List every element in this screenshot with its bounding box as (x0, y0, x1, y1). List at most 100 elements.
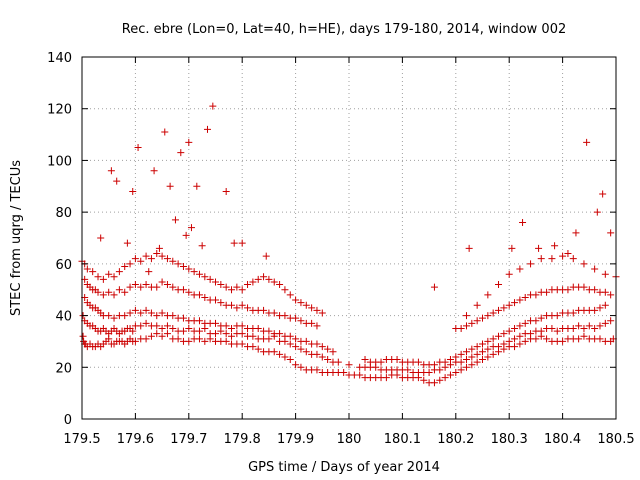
data-point (596, 335, 604, 343)
data-point (195, 327, 203, 335)
data-point (382, 374, 390, 382)
data-point (462, 312, 470, 320)
data-point (113, 177, 121, 185)
data-point (281, 353, 289, 361)
data-point (99, 291, 107, 299)
data-point (110, 291, 118, 299)
data-point (179, 262, 187, 270)
data-point (297, 363, 305, 371)
data-point (521, 319, 529, 327)
data-point (479, 314, 486, 322)
data-point (212, 330, 219, 338)
data-point (500, 304, 508, 312)
data-point (441, 374, 449, 382)
data-point (575, 335, 583, 343)
data-point (583, 138, 591, 146)
data-point (121, 312, 129, 320)
x-tick-label: 180.1 (384, 432, 421, 447)
data-point (187, 224, 195, 232)
data-point (158, 309, 166, 317)
data-point (564, 286, 572, 294)
data-point (169, 257, 177, 265)
data-point (569, 309, 577, 317)
data-point (94, 288, 102, 296)
data-point (286, 332, 294, 340)
data-point (334, 358, 342, 366)
data-point (222, 330, 230, 338)
data-point (436, 366, 444, 374)
data-point (265, 335, 273, 343)
data-point (580, 283, 588, 291)
data-point (265, 327, 273, 335)
data-point (169, 283, 177, 291)
data-point (601, 270, 609, 278)
data-point (107, 167, 115, 175)
data-point (276, 330, 284, 338)
y-tick-label: 140 (47, 51, 72, 66)
data-point (262, 252, 270, 260)
data-point (425, 368, 433, 376)
data-point (126, 283, 134, 291)
data-point (585, 322, 593, 330)
data-point (532, 291, 540, 299)
data-point (292, 296, 300, 304)
data-point (457, 366, 465, 374)
data-point (142, 335, 150, 343)
data-point (115, 286, 123, 294)
data-point (473, 350, 481, 358)
data-point (153, 322, 161, 330)
data-point (137, 283, 145, 291)
data-point (126, 309, 134, 317)
y-tick-labels: 0 20 40 60 80 100 120 140 (47, 51, 72, 428)
data-point (548, 325, 556, 332)
data-point (105, 312, 113, 320)
data-point (345, 361, 353, 369)
data-point (169, 325, 177, 332)
data-point (414, 358, 422, 366)
data-point (179, 327, 187, 335)
data-point (500, 340, 508, 348)
data-point (495, 306, 503, 314)
data-point (596, 304, 604, 312)
data-point (420, 376, 428, 384)
data-point (484, 291, 492, 299)
data-point (179, 314, 187, 322)
data-point (551, 242, 559, 250)
data-point (511, 335, 519, 343)
y-tick-label: 120 (47, 103, 72, 118)
data-point (607, 317, 615, 325)
data-point (137, 322, 145, 330)
data-point (286, 340, 294, 348)
data-point (185, 325, 193, 332)
data-point (308, 304, 316, 312)
data-point (313, 350, 321, 358)
data-point (537, 314, 545, 322)
data-point (217, 299, 225, 307)
data-point (516, 265, 524, 273)
data-point (601, 319, 609, 327)
data-point (468, 319, 476, 327)
data-point (260, 306, 268, 314)
data-point (228, 325, 236, 332)
data-point (169, 312, 177, 320)
data-point (83, 265, 91, 273)
data-point (238, 286, 246, 294)
data-points (78, 102, 620, 387)
data-point (473, 358, 481, 366)
data-point (548, 255, 556, 263)
data-point (190, 268, 198, 276)
data-point (473, 301, 481, 309)
data-point (516, 332, 524, 340)
data-point (203, 125, 211, 133)
data-point (228, 301, 236, 309)
x-tick-label: 179.7 (170, 432, 207, 447)
data-point (222, 187, 230, 195)
data-point (179, 286, 187, 294)
data-point (468, 361, 476, 369)
data-point (129, 187, 137, 195)
data-point (465, 244, 473, 252)
data-point (222, 337, 230, 345)
data-point (500, 330, 508, 338)
data-point (308, 319, 316, 327)
data-point (340, 368, 348, 376)
